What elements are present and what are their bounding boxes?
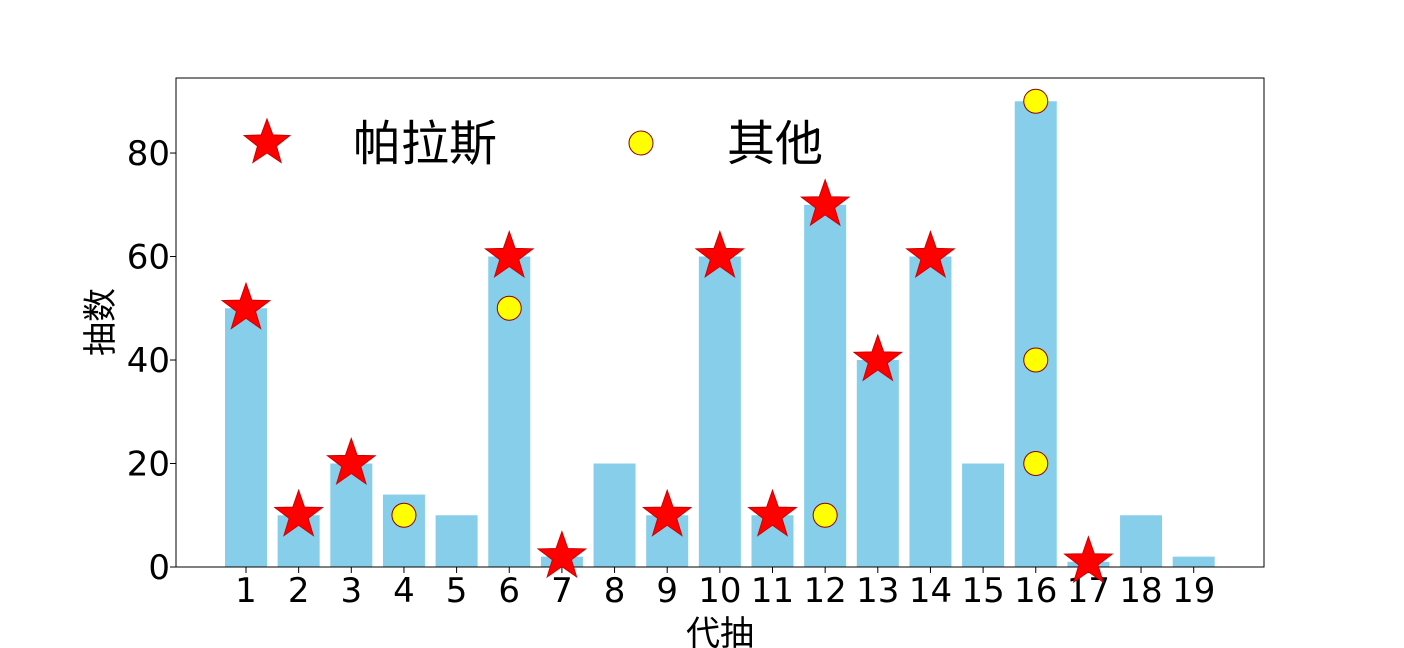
- circle-marker: [1023, 88, 1049, 114]
- circle-marker: [496, 295, 522, 321]
- bar-13: [856, 360, 899, 567]
- x-tick-label: 1: [235, 571, 257, 611]
- y-tick-label: 40: [127, 341, 170, 381]
- x-tick-label: 13: [856, 571, 899, 611]
- y-tick-label: 0: [148, 548, 170, 588]
- bar-8: [593, 463, 636, 567]
- x-axis-ticks: 1 2 3 4 5 6 7 8 9 10 11 12 13 14 15 16 17 18 19: [235, 567, 1215, 611]
- star-marker: [641, 488, 693, 537]
- bar-19: [1172, 556, 1215, 567]
- circle-marker: [391, 502, 417, 528]
- star-marker: [747, 488, 798, 537]
- x-tick-label: 18: [1119, 571, 1162, 611]
- markers-layer: [220, 88, 1114, 584]
- y-tick-label: 20: [127, 445, 170, 485]
- x-tick-label: 8: [604, 571, 626, 611]
- star-marker: [1063, 535, 1114, 584]
- legend-star-icon: [242, 117, 292, 164]
- x-tick-label: 12: [804, 571, 847, 611]
- x-tick-label: 11: [751, 571, 794, 611]
- bar-1: [225, 308, 267, 567]
- y-tick-label: 80: [127, 134, 170, 174]
- x-tick-label: 5: [446, 571, 468, 611]
- legend-label-circle: 其他: [727, 116, 823, 172]
- star-marker: [220, 281, 272, 330]
- x-tick-label: 16: [1014, 571, 1057, 611]
- star-marker: [326, 436, 377, 485]
- y-axis-title: 抽数: [81, 288, 121, 356]
- legend: 帕拉斯 其他: [242, 116, 823, 172]
- bar-16: [1014, 101, 1057, 567]
- circle-marker: [1023, 347, 1049, 373]
- star-marker: [484, 229, 535, 278]
- x-tick-label: 15: [961, 571, 1004, 611]
- bar-18: [1120, 515, 1163, 567]
- x-tick-label: 4: [393, 571, 415, 611]
- star-marker: [273, 488, 324, 537]
- x-tick-label: 10: [698, 571, 741, 611]
- legend-label-star: 帕拉斯: [353, 116, 497, 172]
- bar-15: [962, 463, 1005, 567]
- x-tick-label: 17: [1067, 571, 1110, 611]
- circle-marker: [1023, 451, 1049, 477]
- legend-marker-star: [242, 117, 292, 164]
- star-marker: [694, 229, 746, 278]
- x-axis-title: 代抽: [686, 614, 754, 648]
- star-marker: [799, 178, 851, 227]
- y-axis-ticks: 0 20 40 60 80: [127, 134, 176, 588]
- bars-layer: [225, 101, 1215, 567]
- x-tick-label: 19: [1172, 571, 1215, 611]
- star-marker: [536, 530, 588, 579]
- legend-circle-icon: [628, 130, 654, 156]
- x-tick-label: 9: [656, 571, 678, 611]
- x-tick-label: 2: [288, 571, 310, 611]
- x-tick-label: 6: [498, 571, 520, 611]
- star-marker: [852, 333, 904, 382]
- bar-5: [435, 515, 478, 567]
- bar-10: [698, 256, 741, 567]
- legend-marker-circle: [628, 130, 654, 156]
- star-marker: [905, 229, 956, 278]
- circle-marker: [812, 502, 838, 528]
- plot-frame: [175, 77, 1265, 568]
- x-tick-label: 3: [340, 571, 362, 611]
- bar-3: [330, 463, 373, 567]
- y-tick-label: 60: [127, 238, 170, 278]
- bar-14: [909, 256, 952, 567]
- x-tick-label: 7: [551, 571, 573, 611]
- x-tick-label: 14: [909, 571, 952, 611]
